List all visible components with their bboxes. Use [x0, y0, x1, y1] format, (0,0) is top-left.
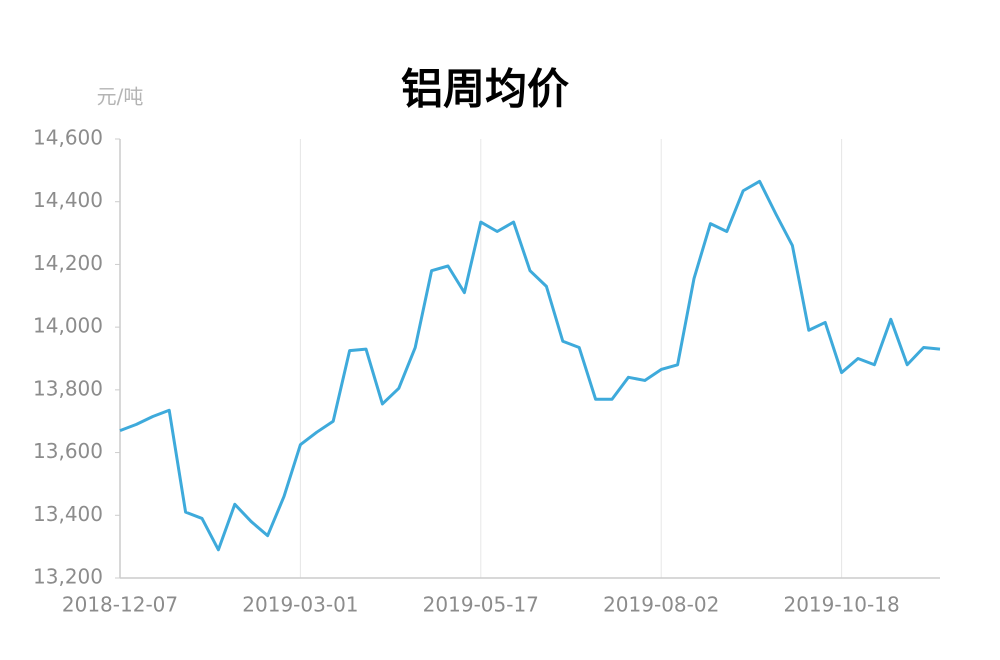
y-tick-label: 14,400: [33, 188, 103, 212]
y-unit: 元/吨: [97, 85, 144, 109]
y-tick-label: 13,200: [33, 565, 103, 589]
y-tick-label: 13,800: [33, 376, 103, 400]
x-tick-label: 2019-10-18: [783, 593, 899, 617]
chart-title: 铝周均价: [401, 65, 569, 114]
x-tick-label: 2018-12-07: [62, 593, 178, 617]
x-tick-label: 2019-03-01: [242, 593, 358, 617]
y-tick-label: 14,600: [33, 126, 103, 150]
x-tick-label: 2019-05-17: [423, 593, 539, 617]
y-tick-label: 13,400: [33, 502, 103, 526]
data-line: [119, 179, 941, 552]
y-tick-label: 14,200: [33, 251, 103, 275]
y-tick-label: 14,000: [33, 314, 103, 338]
x-tick-label: 2019-08-02: [603, 593, 719, 617]
y-tick-label: 13,600: [33, 439, 103, 463]
